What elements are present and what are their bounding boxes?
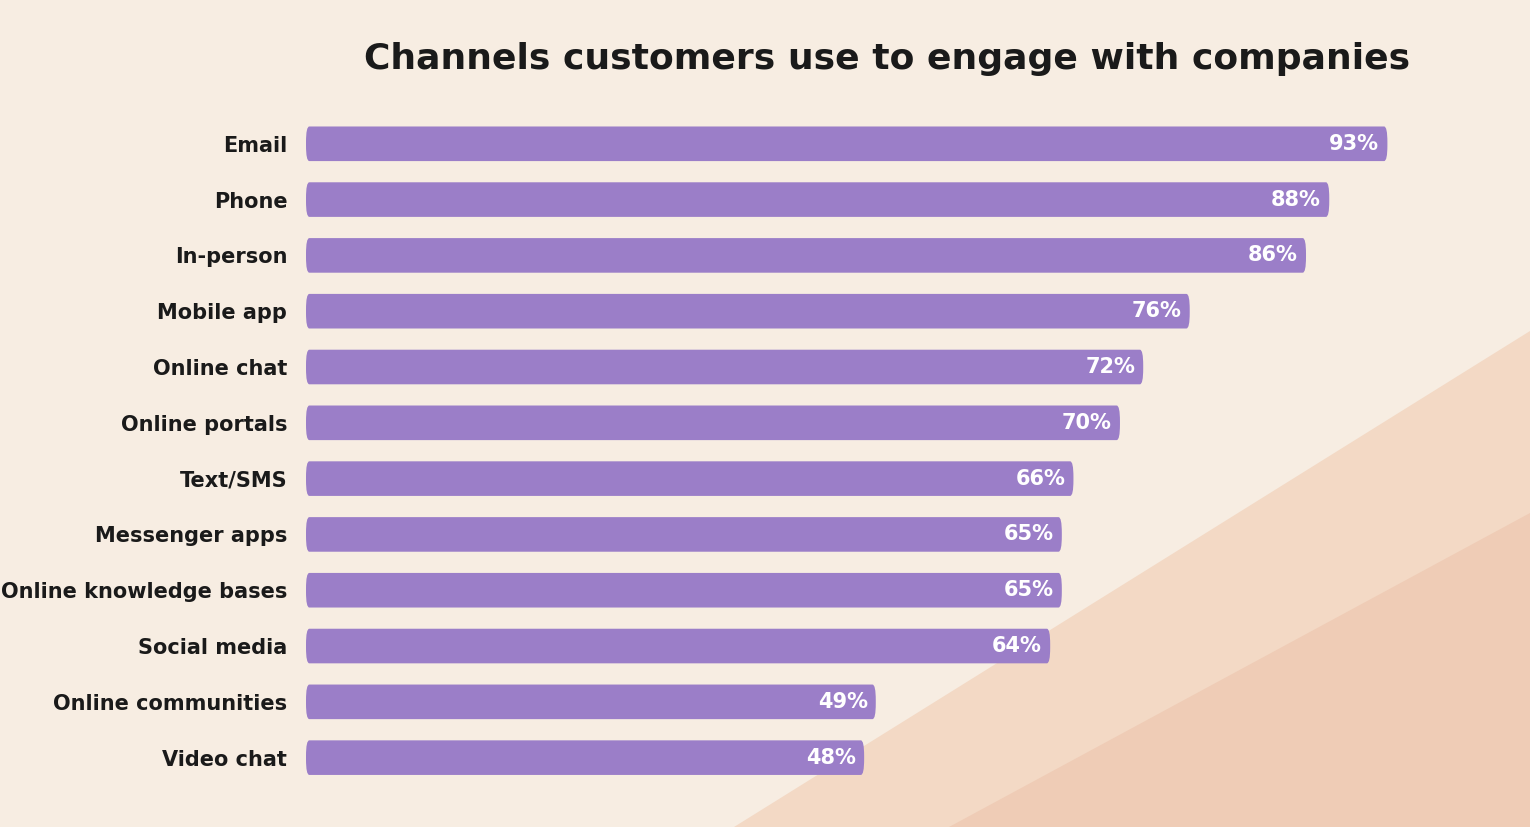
- Text: 72%: 72%: [1085, 357, 1135, 377]
- FancyBboxPatch shape: [306, 629, 1050, 663]
- Text: 48%: 48%: [806, 748, 855, 767]
- Text: 49%: 49%: [817, 692, 868, 712]
- FancyBboxPatch shape: [306, 294, 1190, 328]
- Text: 66%: 66%: [1016, 469, 1065, 489]
- FancyBboxPatch shape: [306, 127, 1388, 161]
- FancyBboxPatch shape: [306, 461, 1074, 496]
- FancyBboxPatch shape: [306, 517, 1062, 552]
- Text: 64%: 64%: [991, 636, 1042, 656]
- Text: 70%: 70%: [1062, 413, 1112, 433]
- FancyBboxPatch shape: [306, 350, 1143, 385]
- Text: 93%: 93%: [1330, 134, 1379, 154]
- Text: 88%: 88%: [1271, 189, 1320, 209]
- FancyBboxPatch shape: [306, 685, 875, 719]
- FancyBboxPatch shape: [306, 405, 1120, 440]
- Text: 65%: 65%: [1004, 524, 1054, 544]
- Text: 65%: 65%: [1004, 581, 1054, 600]
- FancyBboxPatch shape: [306, 573, 1062, 608]
- Text: 86%: 86%: [1248, 246, 1297, 265]
- Text: 76%: 76%: [1132, 301, 1181, 321]
- FancyBboxPatch shape: [306, 740, 864, 775]
- FancyBboxPatch shape: [306, 238, 1307, 273]
- Title: Channels customers use to engage with companies: Channels customers use to engage with co…: [364, 41, 1411, 75]
- FancyBboxPatch shape: [306, 182, 1330, 217]
